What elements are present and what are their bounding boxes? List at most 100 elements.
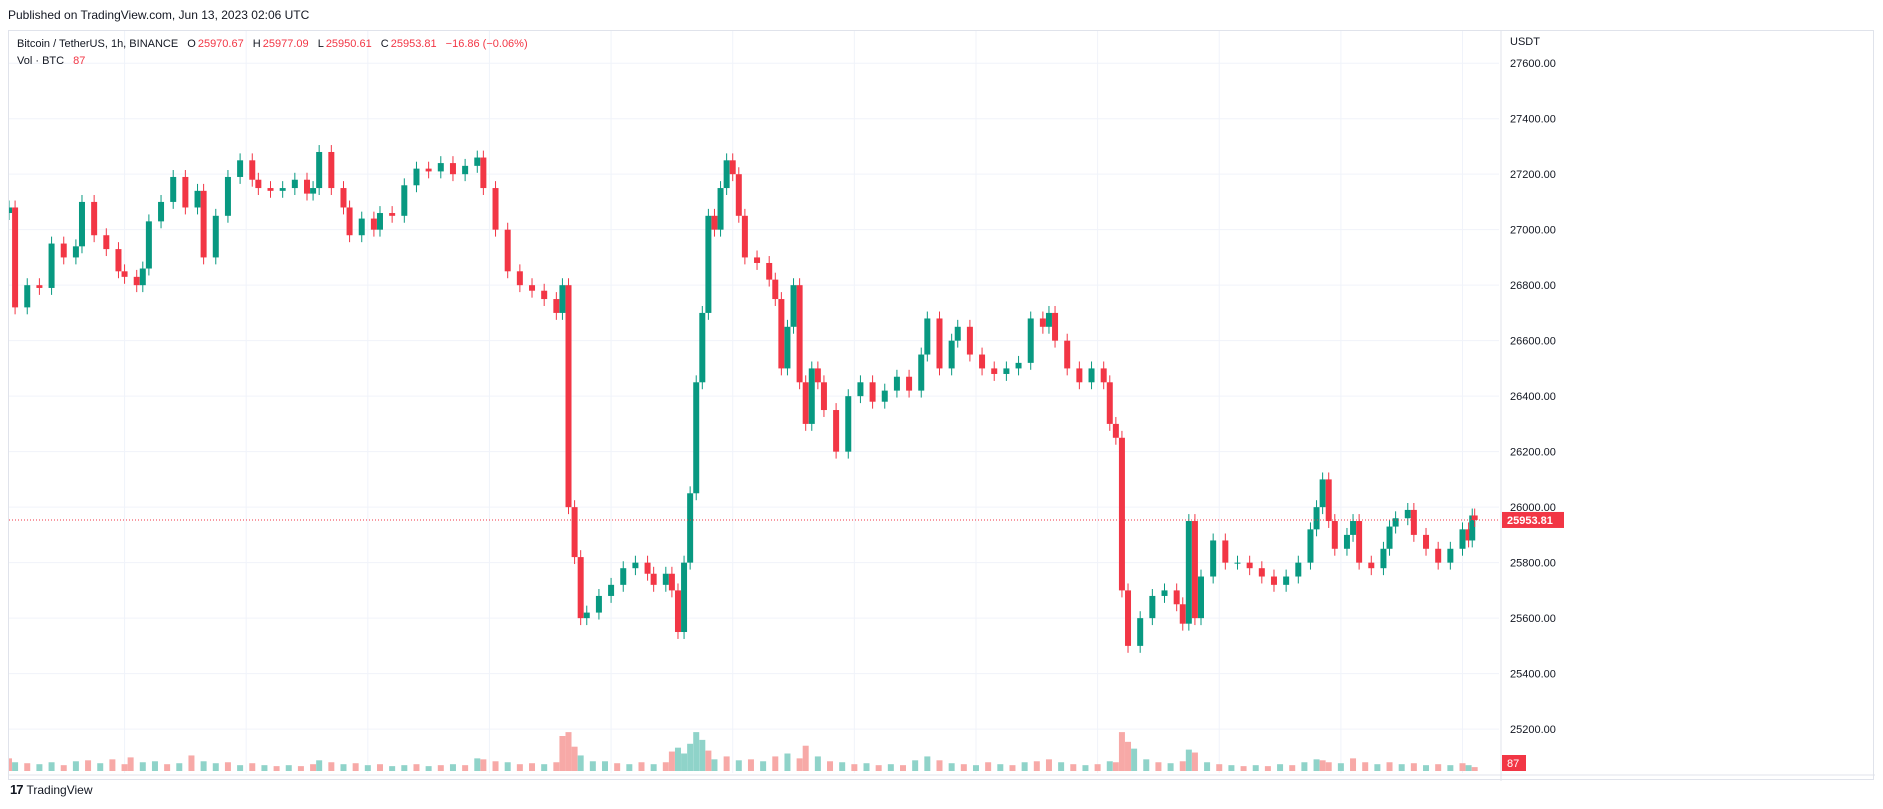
volume-bar	[121, 764, 128, 771]
candle-body	[559, 285, 566, 313]
volume-bar	[699, 739, 706, 771]
volume-bar	[249, 763, 256, 771]
candle-body	[820, 382, 827, 411]
volume-bar	[723, 756, 730, 771]
candle-body	[1295, 562, 1302, 577]
candle-body	[711, 215, 718, 230]
candle-body	[918, 354, 925, 391]
candle-body	[12, 207, 19, 308]
volume-bar	[1070, 764, 1077, 771]
candle-body	[1246, 562, 1253, 569]
volume-bar	[638, 762, 645, 771]
volume-bar	[364, 765, 371, 771]
candle-body	[1100, 368, 1107, 383]
candle-body	[778, 299, 785, 369]
volume-bar	[340, 764, 347, 771]
footer-brand[interactable]: TradingView	[26, 782, 93, 797]
candle-body	[376, 213, 383, 230]
volume-bar	[72, 761, 79, 771]
candle-body	[224, 176, 231, 216]
volume-bar	[668, 751, 675, 771]
candle-body	[766, 262, 773, 280]
volume-bar	[139, 762, 146, 771]
volume-bar	[9, 758, 12, 771]
volume-bar	[1289, 765, 1296, 771]
candle-body	[492, 188, 499, 230]
volume-bar	[784, 753, 791, 771]
volume-bar	[1106, 761, 1113, 771]
legend-open: 25970.67	[197, 38, 244, 50]
candle-body	[1191, 521, 1198, 619]
volume-bar	[176, 763, 183, 771]
candle-body	[705, 215, 712, 313]
candle-body	[389, 213, 396, 216]
candle-body	[1313, 507, 1320, 530]
candle-body	[924, 318, 931, 355]
volume-bar	[1362, 762, 1369, 771]
volume-bar	[839, 762, 846, 771]
volume-bar	[297, 766, 304, 771]
candle-body	[735, 174, 742, 216]
y-tick-label: 25800.00	[1510, 558, 1556, 570]
volume-bar	[705, 750, 712, 771]
candle-body	[449, 163, 456, 175]
volume-bar	[437, 765, 444, 771]
candle-body	[979, 354, 986, 369]
volume-bar	[474, 758, 481, 771]
candle-body	[936, 318, 943, 369]
volume-bar	[863, 763, 870, 771]
candle-body	[1404, 509, 1411, 519]
candle-body	[741, 215, 748, 258]
volume-bar	[401, 765, 408, 771]
candle-body	[991, 368, 998, 374]
candle-body	[729, 160, 736, 175]
candle-body	[1343, 534, 1350, 549]
candle-body	[1076, 368, 1083, 383]
volume-bar	[449, 764, 456, 771]
volume-bar	[328, 762, 335, 771]
candle-body	[541, 290, 548, 300]
volume-bar	[1386, 762, 1393, 771]
chart-frame[interactable]: 25200.00 25400.00 25600.00 25800.00 26000.00…	[8, 30, 1875, 781]
volume-bar	[1143, 759, 1150, 771]
candle-body	[595, 595, 602, 613]
volume-bar	[529, 763, 536, 771]
volume-bar	[24, 763, 31, 771]
volume-bar	[814, 756, 821, 771]
candle-body	[954, 326, 961, 341]
candle-body	[145, 221, 152, 269]
volume-bar	[200, 761, 207, 771]
volume-bar	[60, 765, 67, 771]
candlestick-chart[interactable]: 25200.00 25400.00 25600.00 25800.00 26000.00…	[9, 31, 1875, 781]
candle-body	[474, 157, 481, 166]
candle-body	[1410, 509, 1417, 535]
candle-body	[1064, 340, 1071, 369]
volume-bar	[772, 756, 779, 771]
volume-bar	[1167, 763, 1174, 771]
candle-body	[571, 507, 578, 558]
volume-bar	[1337, 763, 1344, 771]
volume-bar	[614, 763, 621, 771]
volume-bar	[985, 762, 992, 771]
volume-bar	[681, 753, 688, 771]
volume-bar	[674, 747, 681, 771]
candle-body	[681, 562, 688, 633]
volume-bar	[553, 762, 560, 771]
legend-ohlc-row: Bitcoin / TetherUS, 1h, BINANCE O 25970.6…	[17, 36, 528, 53]
volume-bar	[1435, 764, 1442, 771]
candle-body	[948, 340, 955, 369]
candle-body	[1015, 362, 1022, 369]
volume-bar	[912, 760, 919, 771]
legend-volume-label: Vol · BTC	[17, 55, 65, 67]
candle-body	[772, 279, 779, 300]
volume-bar	[1216, 764, 1223, 771]
y-tick-label: 26200.00	[1510, 447, 1556, 459]
y-axis-unit-label: USDT	[1510, 36, 1540, 48]
volume-bar	[127, 757, 134, 771]
volume-bar	[462, 765, 469, 771]
candle-body	[1350, 521, 1357, 535]
candle-body	[1423, 534, 1430, 549]
volume-bar	[1447, 765, 1454, 771]
y-tick-label: 27400.00	[1510, 114, 1556, 126]
candle-body	[437, 163, 444, 172]
